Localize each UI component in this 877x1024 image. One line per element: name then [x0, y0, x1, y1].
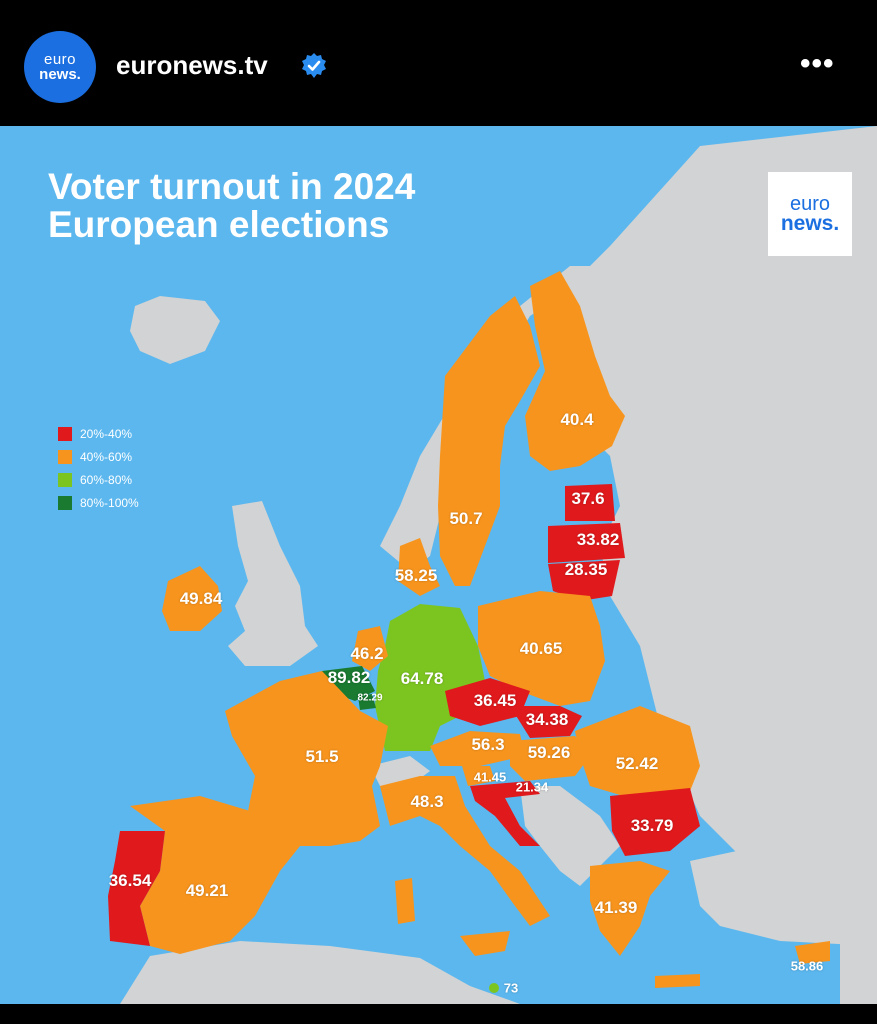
- map-legend: 20%-40% 40%-60% 60%-80% 80%-100%: [58, 422, 139, 514]
- label-germany: 64.78: [400, 669, 444, 688]
- map-title-line2: European elections: [48, 204, 390, 245]
- label-greece: 41.39: [594, 898, 638, 917]
- label-romania: 52.42: [615, 754, 659, 773]
- legend-item: 20%-40%: [58, 422, 139, 445]
- legend-item: 40%-60%: [58, 445, 139, 468]
- label-cyprus: 58.86: [790, 958, 824, 974]
- country-sardinia: [395, 878, 415, 924]
- country-denmark: [398, 538, 440, 596]
- more-dots-icon[interactable]: •••: [800, 47, 835, 80]
- land-iceland: [130, 296, 220, 364]
- legend-item: 80%-100%: [58, 491, 139, 514]
- country-hungary: [510, 736, 590, 781]
- country-bulgaria: [610, 788, 700, 856]
- label-croatia: 21.34: [515, 779, 549, 795]
- land-north-africa: [120, 941, 520, 1004]
- country-malta: [489, 983, 499, 993]
- post-header: euro news. euronews.tv •••: [0, 0, 877, 126]
- avatar-line2: news.: [39, 66, 81, 83]
- country-latvia: [548, 523, 625, 563]
- country-portugal: [108, 831, 165, 946]
- country-poland: [478, 591, 605, 706]
- map-title-line1: Voter turnout in 2024: [48, 166, 416, 207]
- land-balkans-nonEU: [520, 786, 620, 886]
- country-crete: [655, 974, 700, 988]
- logo-line1: euro: [789, 193, 831, 215]
- label-ireland: 49.84: [179, 589, 223, 608]
- label-poland: 40.65: [519, 639, 563, 658]
- legend-swatch: [58, 472, 72, 487]
- country-france: [225, 671, 388, 846]
- legend-swatch: [58, 495, 72, 510]
- label-estonia: 37.6: [571, 489, 605, 508]
- label-luxembourg: 82.29: [357, 692, 383, 704]
- legend-label: 80%-100%: [80, 495, 139, 510]
- label-sweden: 50.7: [449, 509, 483, 528]
- logo-line2: news.: [780, 212, 840, 235]
- label-spain: 49.21: [185, 881, 229, 900]
- label-slovenia: 41.45: [473, 769, 507, 785]
- label-malta: 73: [503, 980, 519, 996]
- label-finland: 40.4: [560, 410, 594, 429]
- label-lithuania: 28.35: [564, 560, 608, 579]
- country-luxembourg: [358, 694, 376, 710]
- legend-label: 40%-60%: [80, 449, 133, 464]
- label-italy: 48.3: [410, 792, 444, 811]
- country-lithuania: [548, 560, 620, 601]
- country-croatia: [470, 781, 540, 846]
- label-belgium: 89.82: [327, 668, 371, 687]
- label-czechia: 36.45: [473, 691, 517, 710]
- label-hungary: 59.26: [527, 743, 571, 762]
- country-sweden: [438, 296, 540, 586]
- country-italy: [380, 776, 550, 926]
- legend-item: 60%-80%: [58, 468, 139, 491]
- map-title: Voter turnout in 2024 European elections: [48, 168, 415, 244]
- country-sicily: [460, 931, 510, 956]
- label-austria: 56.3: [471, 735, 505, 754]
- europe-map: [108, 126, 877, 1004]
- label-netherlands: 46.2: [350, 644, 384, 663]
- country-netherlands: [352, 626, 388, 671]
- euronews-logo: euro news.: [768, 172, 852, 256]
- label-bulgaria: 33.79: [630, 816, 674, 835]
- country-cyprus: [795, 941, 830, 964]
- account-handle[interactable]: euronews.tv: [116, 50, 268, 80]
- legend-label: 60%-80%: [80, 472, 133, 487]
- country-estonia: [565, 484, 615, 521]
- avatar-line1: euro: [43, 51, 77, 68]
- country-slovakia: [510, 706, 582, 738]
- label-slovakia: 34.38: [525, 710, 569, 729]
- country-austria: [430, 731, 525, 766]
- verified-badge-icon: [302, 53, 326, 78]
- land-uk: [228, 501, 318, 666]
- avatar[interactable]: euro news.: [24, 31, 96, 103]
- legend-label: 20%-40%: [80, 426, 133, 441]
- label-portugal: 36.54: [108, 871, 152, 890]
- map-image: Voter turnout in 2024 European elections…: [0, 126, 877, 1004]
- label-latvia: 33.82: [576, 530, 620, 549]
- land-russia-east: [560, 126, 877, 1004]
- land-turkey: [690, 846, 877, 946]
- country-slovenia: [462, 766, 495, 786]
- label-denmark: 58.25: [394, 566, 438, 585]
- country-greece: [590, 861, 670, 956]
- legend-swatch: [58, 449, 72, 464]
- label-france: 51.5: [305, 747, 339, 766]
- country-romania: [575, 706, 700, 798]
- bottom-bar: [0, 1004, 877, 1024]
- country-spain: [130, 796, 300, 954]
- country-czechia: [445, 678, 530, 726]
- legend-swatch: [58, 426, 72, 441]
- country-finland: [525, 271, 625, 471]
- country-ireland: [162, 566, 222, 631]
